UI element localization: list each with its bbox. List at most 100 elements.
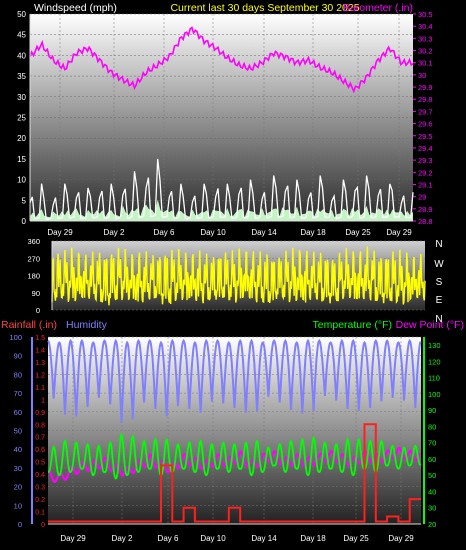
rain-tick-label: 0.3	[35, 485, 45, 492]
direction-tick-label: 270	[27, 254, 40, 263]
rain-tick-label: 0.2	[35, 497, 45, 504]
temperature-series	[47, 432, 422, 480]
wind-tick-label: 25	[17, 114, 26, 123]
temp-tick-label: 60	[428, 455, 436, 464]
humidity-tick-label: 20	[14, 483, 22, 492]
direction-tick-label: 180	[27, 272, 40, 281]
rain-tick-label: 1	[41, 397, 45, 404]
rain-tick-label: 1.4	[35, 347, 45, 354]
temp-tick-label: 90	[428, 406, 436, 415]
baro-tick-label: 29.5	[418, 132, 433, 141]
baro-tick-label: 30.5	[418, 10, 433, 19]
baro-tick-label: 29	[418, 193, 426, 202]
rain-x-tick-label: Day 29	[60, 534, 86, 543]
temp-tick-label: 50	[428, 471, 436, 480]
temp-tick-label: 110	[428, 374, 440, 383]
barometer-series	[29, 26, 414, 94]
rain-x-tick-label: Day 29	[388, 534, 414, 543]
compass-label: W	[434, 259, 444, 270]
rain-x-tick-label: Day 18	[300, 534, 326, 543]
temperature-axis-title: Temperature (°F)	[313, 319, 392, 331]
humidity-tick-label: 90	[14, 352, 22, 361]
wind-x-tick-label: Day 25	[345, 228, 371, 237]
rain-tick-label: 0.4	[35, 472, 45, 479]
wind-x-tick-label: Day 29	[47, 228, 73, 237]
wind-x-tick-label: Day 10	[200, 228, 226, 237]
direction-tick-label: 0	[36, 306, 40, 315]
humidity-tick-label: 60	[14, 408, 22, 417]
wind-x-tick-label: Day 18	[300, 228, 326, 237]
rain-x-tick-label: Day 14	[251, 534, 277, 543]
wind-x-tick-label: Day 2	[104, 228, 125, 237]
dewpoint-series	[47, 446, 421, 484]
rain-tick-label: 0.8	[35, 422, 45, 429]
barometer-axis-title: Barometer (.in)	[343, 2, 413, 14]
rainfall-series	[48, 423, 421, 523]
wind-tick-label: 45	[17, 31, 26, 40]
baro-tick-label: 30.3	[418, 34, 433, 43]
rain-tick-label: 0.1	[35, 510, 45, 517]
baro-tick-label: 29.1	[418, 180, 433, 189]
baro-tick-label: 30.2	[418, 47, 433, 56]
temp-tick-label: 20	[428, 520, 436, 529]
dewpoint-axis-title: Dew Point (°F)	[396, 319, 464, 331]
wind-plot-area	[30, 14, 413, 221]
temp-tick-label: 130	[428, 341, 441, 350]
compass-label: N	[435, 239, 442, 250]
baro-tick-label: 29.8	[418, 95, 433, 104]
temp-tick-label: 40	[428, 487, 436, 496]
temp-tick-label: 120	[428, 357, 441, 366]
baro-tick-label: 29.9	[418, 83, 433, 92]
baro-tick-label: 29.2	[418, 168, 433, 177]
chart-title: Current last 30 days September 30 2025	[170, 2, 359, 14]
baro-tick-label: 29.3	[418, 156, 433, 165]
rain-tick-label: 0.5	[35, 460, 45, 467]
humidity-tick-label: 100	[9, 333, 22, 342]
compass-label: N	[435, 314, 442, 325]
wind-x-tick-label: Day 29	[386, 228, 412, 237]
temp-tick-label: 100	[428, 390, 441, 399]
rain-tick-label: 1.3	[35, 360, 45, 367]
humidity-tick-label: 70	[14, 389, 22, 398]
rain-tick-label: 1.2	[35, 372, 45, 379]
wind-tick-label: 0	[22, 217, 27, 226]
wind-tick-label: 35	[17, 72, 26, 81]
baro-tick-label: 30.1	[418, 59, 433, 68]
rain-x-tick-label: Day 25	[343, 534, 369, 543]
rain-plot-area	[48, 337, 421, 524]
direction-tick-label: 90	[32, 289, 40, 298]
rain-tick-label: 1.1	[35, 385, 45, 392]
baro-tick-label: 28.8	[418, 217, 433, 226]
wind-tick-label: 20	[17, 134, 26, 143]
wind-tick-label: 40	[17, 51, 26, 60]
compass-label: S	[436, 277, 443, 288]
humidity-tick-label: 30	[14, 464, 22, 473]
temp-tick-label: 80	[428, 422, 436, 431]
rain-tick-label: 0.6	[35, 447, 45, 454]
rain-tick-label: 0.7	[35, 435, 45, 442]
wind-tick-label: 5	[22, 196, 27, 205]
rain-humidity-temp-chart: 0 10 20 30 40 50 60 70 80 90 100 0 0.1 0.2 0.3 0.4 0.5 0.…	[9, 333, 440, 543]
direction-tick-label: 360	[27, 237, 40, 246]
humidity-tick-label: 40	[14, 445, 22, 454]
baro-tick-label: 29.7	[418, 107, 433, 116]
wind-x-tick-label: Day 14	[251, 228, 277, 237]
wind-tick-label: 10	[17, 176, 26, 185]
wind-tick-label: 15	[17, 155, 26, 164]
rain-tick-label: 0.9	[35, 410, 45, 417]
wind-axis-title: Windspeed (mph)	[34, 2, 117, 14]
wind-tick-label: 50	[17, 10, 26, 19]
baro-tick-label: 28.9	[418, 205, 433, 214]
humidity-tick-label: 80	[14, 370, 22, 379]
rain-x-tick-label: Day 6	[158, 534, 179, 543]
wind-x-tick-label: Day 6	[154, 228, 175, 237]
temp-tick-label: 30	[428, 504, 436, 513]
baro-tick-label: 29.6	[418, 120, 433, 129]
humidity-axis-title: Humidity	[66, 319, 108, 331]
wind-direction-series	[51, 246, 426, 306]
temp-tick-label: 70	[428, 439, 436, 448]
wind-tick-label: 30	[17, 93, 26, 102]
